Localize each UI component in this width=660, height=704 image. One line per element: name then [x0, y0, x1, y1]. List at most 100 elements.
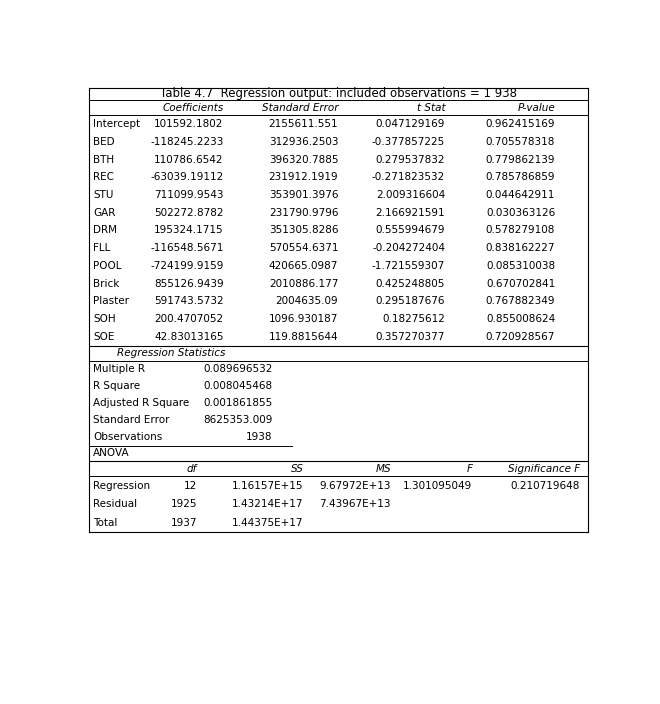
- Text: BTH: BTH: [93, 155, 114, 165]
- Text: 0.855008624: 0.855008624: [486, 314, 555, 324]
- Text: Significance F: Significance F: [508, 464, 580, 474]
- Text: Observations: Observations: [93, 432, 162, 442]
- Text: SS: SS: [290, 464, 304, 474]
- Text: 0.670702841: 0.670702841: [486, 279, 555, 289]
- Text: 312936.2503: 312936.2503: [269, 137, 338, 147]
- Text: 0.720928567: 0.720928567: [486, 332, 555, 341]
- Text: F: F: [467, 464, 473, 474]
- Text: 0.425248805: 0.425248805: [376, 279, 446, 289]
- Text: 0.085310038: 0.085310038: [486, 260, 555, 271]
- Text: Multiple R: Multiple R: [93, 365, 145, 375]
- Text: FLL: FLL: [93, 243, 111, 253]
- Text: 420665.0987: 420665.0987: [269, 260, 338, 271]
- Text: 12: 12: [184, 481, 197, 491]
- Text: t Stat: t Stat: [416, 103, 446, 113]
- Text: MS: MS: [376, 464, 391, 474]
- Text: Standard Error: Standard Error: [262, 103, 338, 113]
- Text: Intercept: Intercept: [93, 119, 141, 129]
- Text: 2004635.09: 2004635.09: [276, 296, 338, 306]
- Text: 1096.930187: 1096.930187: [269, 314, 338, 324]
- Text: 1.43214E+17: 1.43214E+17: [232, 499, 304, 509]
- Text: 351305.8286: 351305.8286: [269, 225, 338, 235]
- Text: Adjusted R Square: Adjusted R Square: [93, 398, 189, 408]
- Text: 1937: 1937: [171, 517, 197, 527]
- Text: 0.779862139: 0.779862139: [486, 155, 555, 165]
- Text: 1.301095049: 1.301095049: [403, 481, 473, 491]
- Text: Standard Error: Standard Error: [93, 415, 170, 425]
- Text: 0.044642911: 0.044642911: [486, 190, 555, 200]
- Text: 0.705578318: 0.705578318: [486, 137, 555, 147]
- Text: 0.030363126: 0.030363126: [486, 208, 555, 218]
- Text: 231912.1919: 231912.1919: [269, 172, 338, 182]
- Text: 0.962415169: 0.962415169: [486, 119, 555, 129]
- Text: 502272.8782: 502272.8782: [154, 208, 224, 218]
- Text: 570554.6371: 570554.6371: [269, 243, 338, 253]
- Text: -0.271823532: -0.271823532: [372, 172, 446, 182]
- Text: -118245.2233: -118245.2233: [150, 137, 224, 147]
- Text: 195324.1715: 195324.1715: [154, 225, 224, 235]
- Text: ANOVA: ANOVA: [93, 448, 130, 458]
- Text: 9.67972E+13: 9.67972E+13: [319, 481, 391, 491]
- Text: Brick: Brick: [93, 279, 119, 289]
- Text: REC: REC: [93, 172, 114, 182]
- Text: 0.357270377: 0.357270377: [376, 332, 446, 341]
- Text: Coefficients: Coefficients: [162, 103, 224, 113]
- Text: 8625353.009: 8625353.009: [203, 415, 273, 425]
- Text: 0.767882349: 0.767882349: [486, 296, 555, 306]
- Text: 396320.7885: 396320.7885: [269, 155, 338, 165]
- Text: -116548.5671: -116548.5671: [150, 243, 224, 253]
- Text: 0.555994679: 0.555994679: [376, 225, 446, 235]
- Text: 1938: 1938: [246, 432, 273, 442]
- Text: 2.166921591: 2.166921591: [376, 208, 446, 218]
- Text: -724199.9159: -724199.9159: [150, 260, 224, 271]
- Text: 0.279537832: 0.279537832: [376, 155, 446, 165]
- Text: P-value: P-value: [517, 103, 555, 113]
- Text: df: df: [187, 464, 197, 474]
- Text: DRM: DRM: [93, 225, 117, 235]
- Text: 200.4707052: 200.4707052: [154, 314, 224, 324]
- Text: -0.377857225: -0.377857225: [372, 137, 446, 147]
- Text: R Square: R Square: [93, 382, 141, 391]
- Text: SOE: SOE: [93, 332, 115, 341]
- Text: -0.204272404: -0.204272404: [372, 243, 446, 253]
- Text: 0.578279108: 0.578279108: [486, 225, 555, 235]
- Text: Regression: Regression: [93, 481, 150, 491]
- Text: 0.001861855: 0.001861855: [203, 398, 273, 408]
- Text: 1.44375E+17: 1.44375E+17: [232, 517, 304, 527]
- Text: 119.8815644: 119.8815644: [269, 332, 338, 341]
- Text: 1.16157E+15: 1.16157E+15: [232, 481, 304, 491]
- Text: 1925: 1925: [171, 499, 197, 509]
- Text: 0.047129169: 0.047129169: [376, 119, 446, 129]
- Text: GAR: GAR: [93, 208, 115, 218]
- Text: 42.83013165: 42.83013165: [154, 332, 224, 341]
- Text: 101592.1802: 101592.1802: [154, 119, 224, 129]
- Text: 110786.6542: 110786.6542: [154, 155, 224, 165]
- Text: 0.18275612: 0.18275612: [382, 314, 446, 324]
- Text: POOL: POOL: [93, 260, 122, 271]
- Text: 353901.3976: 353901.3976: [269, 190, 338, 200]
- Text: 0.008045468: 0.008045468: [203, 382, 273, 391]
- Text: 2.009316604: 2.009316604: [376, 190, 446, 200]
- Text: 0.210719648: 0.210719648: [511, 481, 580, 491]
- Text: Residual: Residual: [93, 499, 137, 509]
- Text: 0.785786859: 0.785786859: [486, 172, 555, 182]
- Text: 0.295187676: 0.295187676: [376, 296, 446, 306]
- Text: Table 4.7  Regression output: included observations = 1 938: Table 4.7 Regression output: included ob…: [160, 87, 517, 100]
- Text: BED: BED: [93, 137, 115, 147]
- Text: 0.089696532: 0.089696532: [203, 365, 273, 375]
- Text: 711099.9543: 711099.9543: [154, 190, 224, 200]
- Text: -63039.19112: -63039.19112: [150, 172, 224, 182]
- Text: 2155611.551: 2155611.551: [269, 119, 338, 129]
- Text: Plaster: Plaster: [93, 296, 129, 306]
- Text: 0.838162227: 0.838162227: [486, 243, 555, 253]
- Text: 231790.9796: 231790.9796: [269, 208, 338, 218]
- Text: SOH: SOH: [93, 314, 116, 324]
- Text: 2010886.177: 2010886.177: [269, 279, 338, 289]
- Text: Regression Statistics: Regression Statistics: [117, 348, 225, 358]
- Text: Total: Total: [93, 517, 117, 527]
- Text: -1.721559307: -1.721559307: [372, 260, 446, 271]
- Text: 591743.5732: 591743.5732: [154, 296, 224, 306]
- Text: 855126.9439: 855126.9439: [154, 279, 224, 289]
- Text: 7.43967E+13: 7.43967E+13: [319, 499, 391, 509]
- Text: STU: STU: [93, 190, 114, 200]
